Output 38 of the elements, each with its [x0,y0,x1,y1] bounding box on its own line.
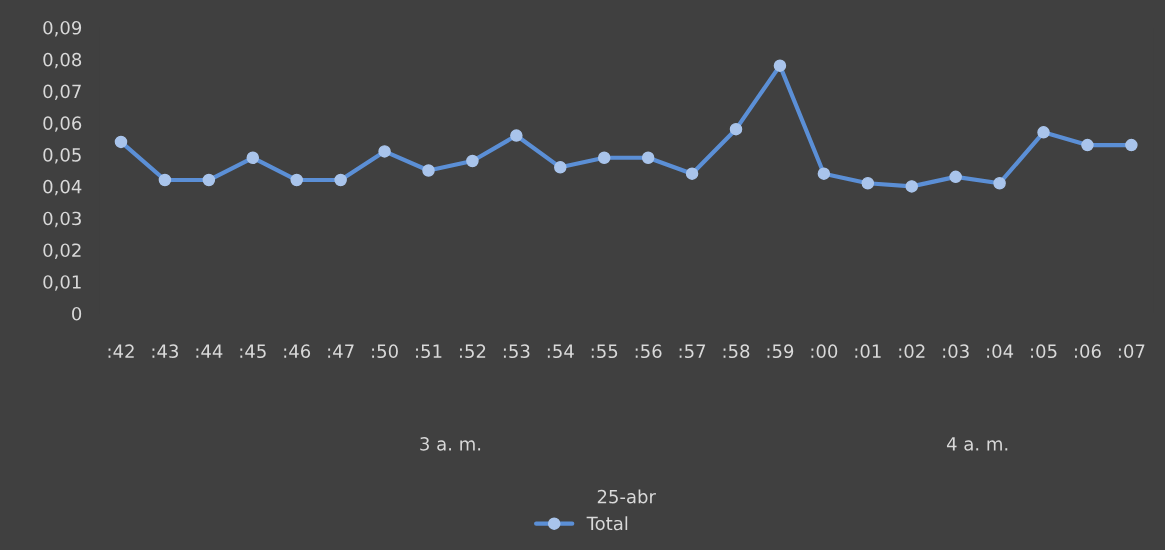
x-tick-label: :53 [503,344,530,359]
y-tick-label: 0,04 [43,179,82,196]
x-tick-label: :51 [416,344,442,359]
y-tick-label: 0,08 [43,52,82,69]
x-tick-label: :45 [240,344,266,359]
y-tick-label: 0,02 [43,243,81,259]
x-tick-label: :59 [767,344,794,359]
x-tick-label: :01 [855,344,881,359]
y-tick-label: 0 [72,306,82,321]
y-tick-label: 0,09 [43,20,82,37]
y-tick-label: 0,06 [43,116,82,132]
x-tick-label: :52 [460,344,486,359]
x-tick-label: :55 [591,344,618,359]
x-tick-label: :44 [196,344,223,358]
x-tick-label: :02 [899,344,925,359]
x-tick-label: :58 [723,344,750,359]
x-tick-label: :54 [547,344,574,359]
x-tick-label: :07 [1118,344,1145,359]
x-tick-label: :06 [1075,344,1101,359]
text: 4 a. m. [946,437,1008,451]
x-tick-label: :42 [108,344,134,358]
y-tick-label: 0,05 [43,148,81,164]
x-tick-label: :03 [943,344,969,359]
x-tick-label: :56 [635,344,662,359]
text: 25-abr [597,489,656,504]
x-tick-label: :04 [987,344,1014,359]
x-tick-label: :47 [328,344,354,358]
x-tick-label: :43 [152,344,178,359]
x-tick-label: :57 [679,344,706,359]
text: 3 a. m. [420,437,481,451]
x-tick-label: :05 [1031,344,1057,359]
legend-label: Total [586,516,628,531]
y-tick-label: 0,01 [43,275,81,291]
x-tick-label: :00 [811,344,838,359]
x-tick-label: :46 [284,344,311,359]
x-tick-label: :50 [372,344,398,359]
y-tick-label: 0,03 [43,211,81,228]
y-tick-label: 0,07 [43,84,81,101]
